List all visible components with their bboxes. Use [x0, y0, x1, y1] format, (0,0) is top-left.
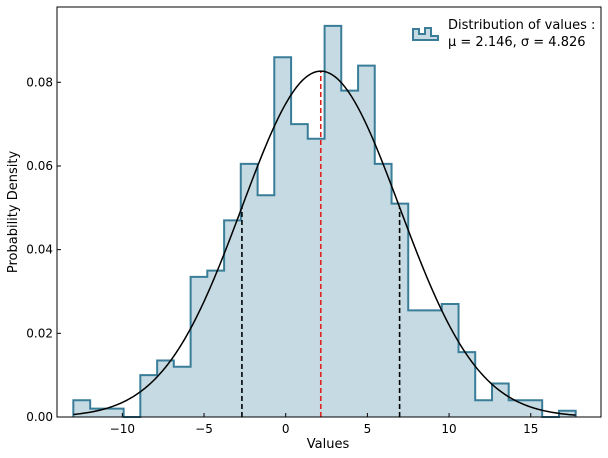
x-tick-label: 10	[441, 422, 456, 436]
y-tick-label: 0.00	[26, 410, 53, 424]
histogram-bar	[157, 360, 175, 417]
legend-label-line2: μ = 2.146, σ = 4.826	[448, 35, 586, 50]
histogram-bar	[90, 408, 108, 417]
histogram-bar	[492, 383, 510, 417]
histogram-bar	[291, 124, 309, 418]
histogram-bar	[224, 220, 242, 417]
histogram-bar	[408, 310, 426, 417]
x-tick-label: 0	[282, 422, 290, 436]
histogram-bar	[374, 163, 392, 417]
histogram-bar	[341, 90, 359, 418]
histogram-bar	[140, 375, 158, 417]
histogram-bar	[190, 276, 208, 417]
y-axis-label: Probability Density	[6, 151, 21, 274]
histogram-bar	[274, 57, 292, 418]
x-tick-label: 5	[364, 422, 372, 436]
x-axis-label: Values	[307, 437, 350, 452]
axes: −10 −5 0 5 10 15 0.00 0.02 0.04 0.06 0.08	[26, 6, 602, 436]
normal-pdf-curve	[73, 70, 576, 416]
y-tick-label: 0.04	[26, 243, 53, 257]
y-tick-label: 0.02	[26, 326, 53, 340]
x-tick-label: −10	[110, 422, 135, 436]
legend-label-line1: Distribution of values :	[448, 18, 595, 33]
histogram-bar	[173, 366, 192, 417]
histogram-bar	[307, 138, 325, 418]
y-tick-label: 0.06	[26, 159, 53, 173]
histogram-bar	[240, 163, 259, 417]
histogram-bar	[458, 352, 476, 417]
histogram-bar	[106, 408, 125, 417]
histogram-outline	[72, 24, 577, 418]
histogram-bar	[207, 270, 225, 417]
histogram-bar	[257, 195, 275, 417]
x-tick-label: −5	[195, 422, 213, 436]
histogram-bar	[475, 400, 493, 417]
plot-area	[72, 24, 577, 418]
legend: Distribution of values : μ = 2.146, σ = …	[412, 18, 595, 50]
histogram-bar	[324, 25, 342, 417]
legend-swatch-histogram	[412, 27, 439, 41]
axes-frame	[56, 6, 602, 418]
histogram-bar	[508, 400, 526, 417]
histogram-bar	[441, 304, 459, 417]
x-tick-label: 15	[523, 422, 538, 436]
y-tick-label: 0.08	[26, 75, 53, 89]
histogram-bar	[425, 310, 443, 417]
histogram-bar	[358, 65, 376, 418]
